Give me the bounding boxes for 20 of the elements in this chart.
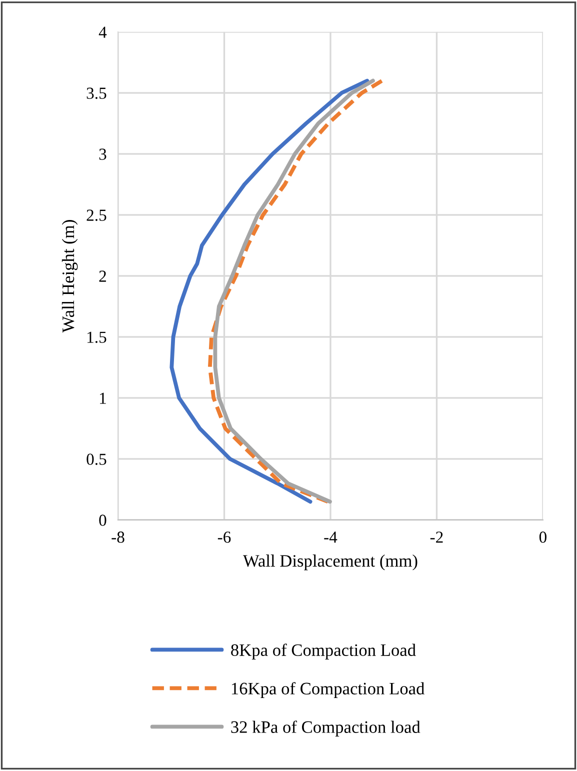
x-axis-title: Wall Displacement (mm) — [242, 554, 418, 570]
x-tick-label: -2 — [430, 532, 443, 543]
y-tick-label: 3.5 — [86, 88, 106, 99]
line-series — [170, 78, 370, 504]
legend-label: 16Kpa of Compaction Load — [232, 682, 424, 698]
y-tick-label: 2.5 — [86, 210, 106, 221]
y-tick-label: 2 — [99, 270, 106, 282]
y-axis-title: Wall Height (m) — [62, 220, 78, 333]
y-tick-label: 4 — [98, 26, 107, 38]
legend-label: 32 kPa of Compaction load — [231, 720, 420, 736]
x-tick-label: 0 — [539, 532, 546, 543]
y-tick-label: 0.5 — [86, 454, 106, 465]
legend-label: 8Kpa of Compaction Load — [231, 644, 416, 660]
y-tick-label: 0 — [99, 514, 106, 526]
y-tick-label: 1.5 — [88, 332, 106, 343]
x-tick-label: -4 — [324, 532, 338, 543]
x-tick-label: -8 — [112, 532, 124, 543]
x-tick-label: -6 — [218, 532, 231, 543]
y-tick-label: 3 — [99, 148, 106, 160]
y-tick-label: 1 — [100, 392, 106, 404]
